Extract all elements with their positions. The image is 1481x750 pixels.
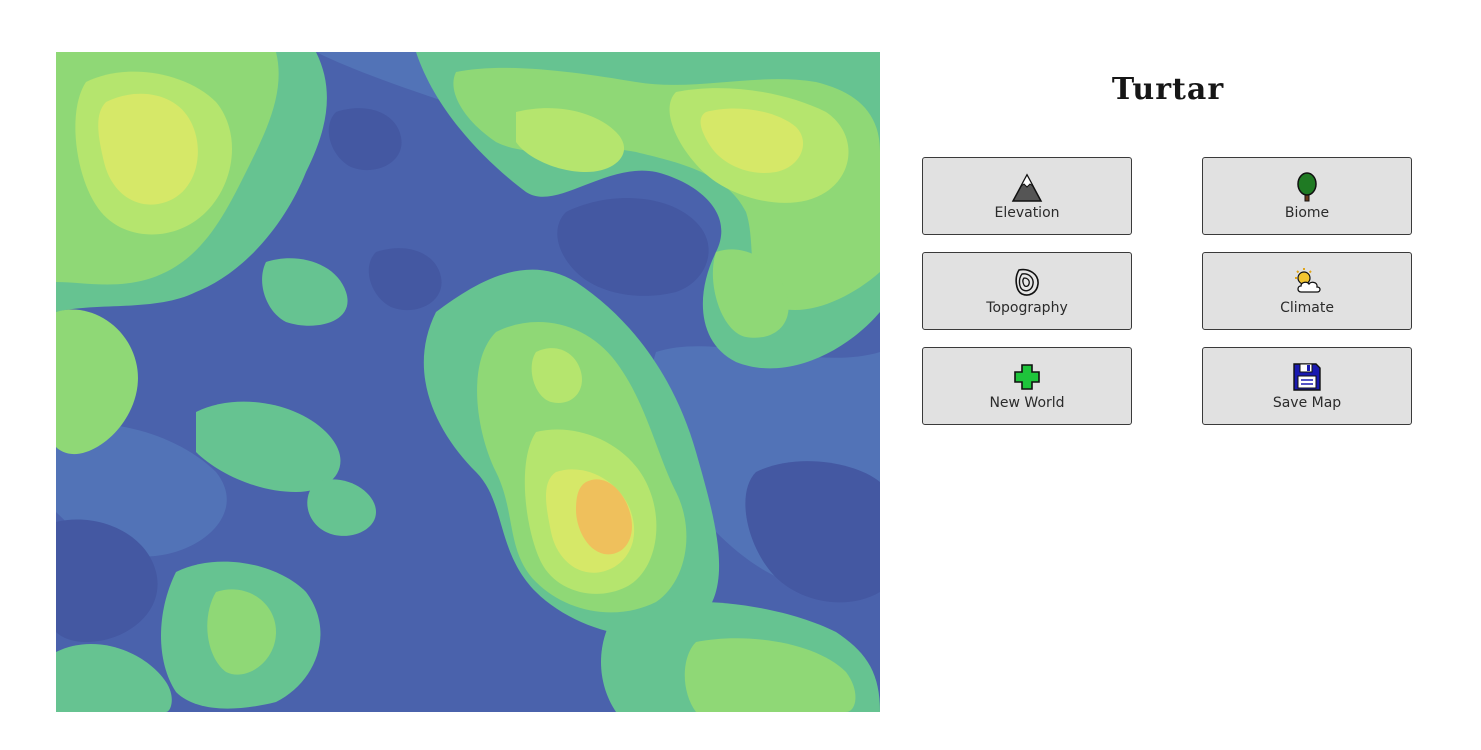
plus-icon xyxy=(1014,364,1040,390)
new-world-button[interactable]: New World xyxy=(922,347,1132,425)
app-title: Turtar xyxy=(1111,72,1225,107)
contour-icon xyxy=(1015,268,1039,296)
elevation-label: Elevation xyxy=(994,205,1060,221)
biome-button[interactable]: Biome xyxy=(1202,157,1412,235)
new-world-label: New World xyxy=(989,395,1065,411)
tree-icon xyxy=(1297,172,1317,202)
save-map-button[interactable]: Save Map xyxy=(1202,347,1412,425)
mountain-icon xyxy=(1011,173,1043,202)
world-map-canvas[interactable] xyxy=(56,52,880,712)
climate-label: Climate xyxy=(1280,300,1334,316)
elevation-button[interactable]: Elevation xyxy=(922,157,1132,235)
climate-button[interactable]: Climate xyxy=(1202,252,1412,330)
floppy-disk-icon xyxy=(1293,363,1321,391)
sun-cloud-icon xyxy=(1295,268,1321,293)
topography-button[interactable]: Topography xyxy=(922,252,1132,330)
world-map[interactable] xyxy=(56,52,880,712)
topography-label: Topography xyxy=(986,300,1068,316)
save-map-label: Save Map xyxy=(1272,395,1342,411)
biome-label: Biome xyxy=(1284,205,1330,221)
